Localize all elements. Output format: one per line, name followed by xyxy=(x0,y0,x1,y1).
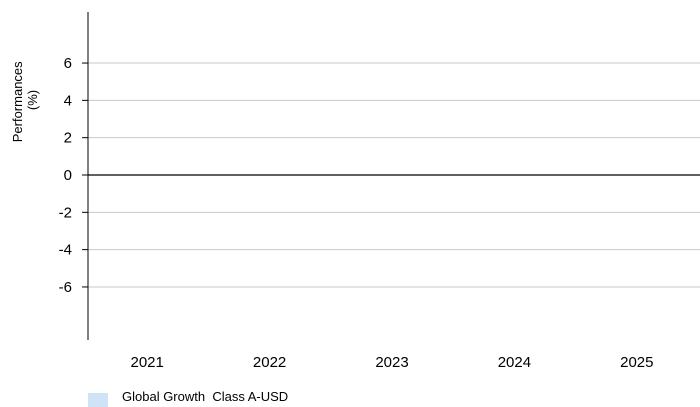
x-tick-label: 2025 xyxy=(620,354,653,371)
y-tick-label: 2 xyxy=(64,130,72,147)
y-tick-label: 6 xyxy=(64,55,72,72)
legend: Global Growth Class A-USD xyxy=(88,385,288,407)
y-tick-label: -4 xyxy=(59,242,72,259)
x-tick-label: 2022 xyxy=(253,354,286,371)
legend-swatch xyxy=(88,393,108,407)
legend-label: Global Growth Class A-USD xyxy=(122,388,289,404)
x-tick-label: 2024 xyxy=(498,354,531,371)
y-axis-title-line-2: (%) xyxy=(25,90,40,110)
y-axis-tick-labels: 6 4 2 0 -2 -4 -6 xyxy=(59,55,72,296)
y-axis-title-line-1: Performances xyxy=(10,61,25,142)
y-tick-label: 4 xyxy=(64,92,72,109)
y-tick-label: -6 xyxy=(59,279,72,296)
y-tick-label: 0 xyxy=(64,167,72,184)
y-axis-ticks xyxy=(82,62,88,288)
y-axis-title: Performances (%) xyxy=(10,58,40,143)
x-tick-label: 2023 xyxy=(375,354,408,371)
x-axis-tick-labels: 2021 2022 2023 2024 2025 xyxy=(131,354,654,371)
y-tick-label: -2 xyxy=(59,204,72,221)
x-tick-label: 2021 xyxy=(131,354,164,371)
grid-lines xyxy=(88,62,700,288)
